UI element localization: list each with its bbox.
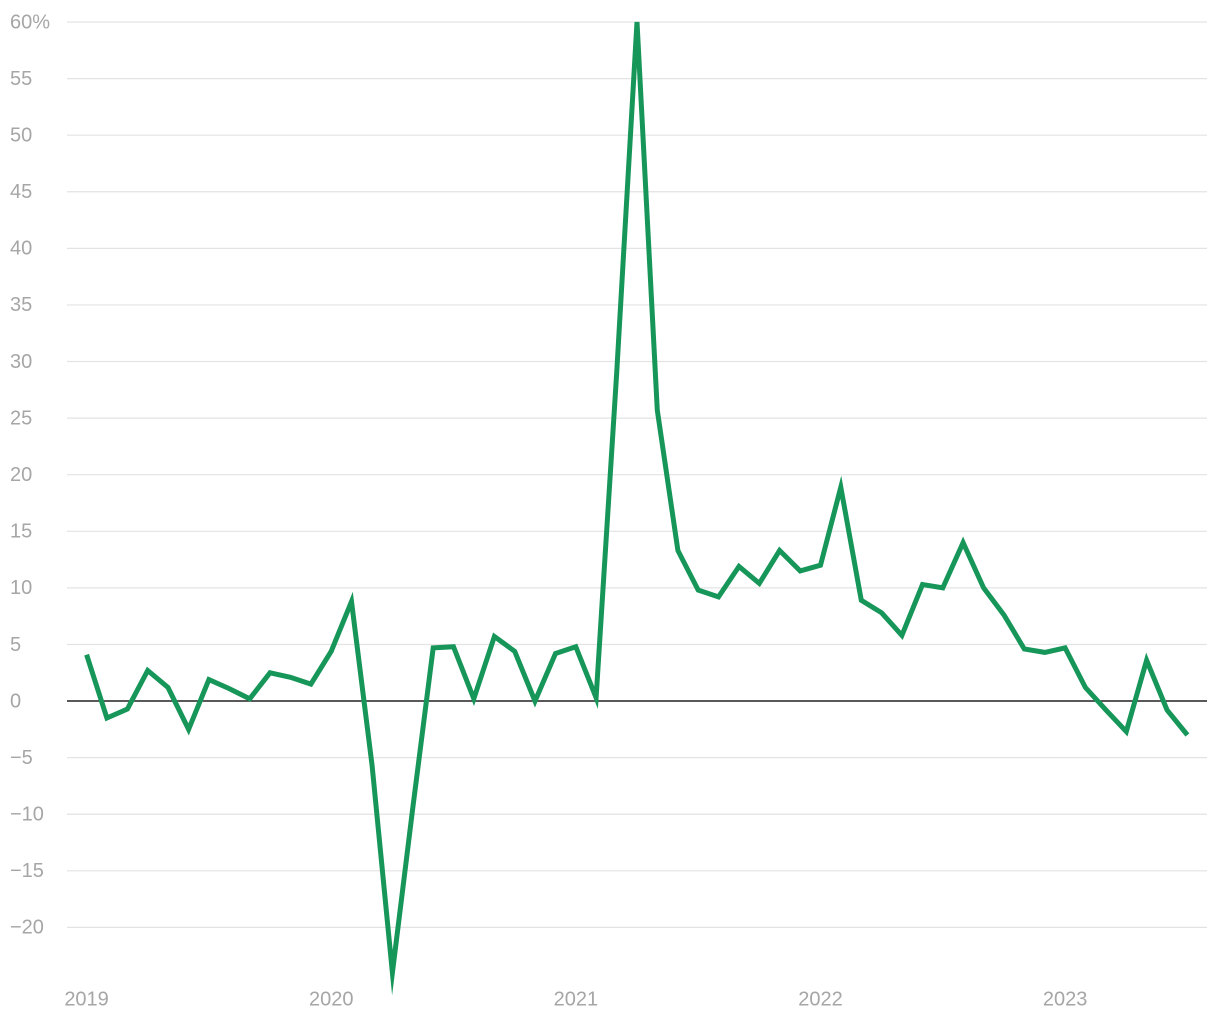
x-tick-label: 2021 (554, 988, 599, 1010)
x-tick-label: 2023 (1043, 988, 1088, 1010)
x-tick-label: 2022 (798, 988, 843, 1010)
y-tick-label: 10 (10, 577, 32, 599)
y-tick-label: 45 (10, 181, 32, 203)
x-tick-label: 2020 (309, 988, 354, 1010)
y-tick-label: 60% (10, 11, 50, 33)
y-tick-label: −5 (10, 747, 33, 769)
y-tick-label: 5 (10, 634, 21, 656)
y-tick-label: 55 (10, 68, 32, 90)
line (84, 21, 1190, 996)
x-tick-label: 2019 (64, 988, 109, 1010)
y-tick-label: −10 (10, 804, 44, 826)
y-tick-label: 30 (10, 351, 32, 373)
y-tick-label: 20 (10, 464, 32, 486)
y-tick-label: 15 (10, 521, 32, 543)
y-tick-label: 25 (10, 407, 32, 429)
y-tick-label: −15 (10, 860, 44, 882)
y-tick-label: −20 (10, 917, 44, 939)
y-tick-label: 0 (10, 690, 21, 712)
y-tick-label: 40 (10, 238, 32, 260)
y-tick-label: 35 (10, 294, 32, 316)
y-tick-label: 50 (10, 124, 32, 146)
